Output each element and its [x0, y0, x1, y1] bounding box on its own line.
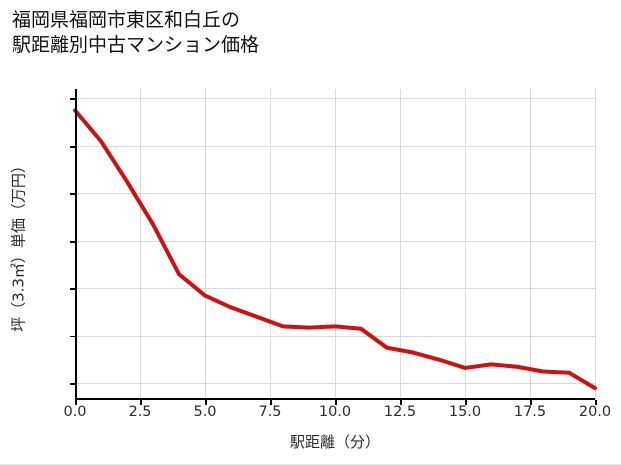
gridline-vertical [335, 89, 336, 400]
gridline-vertical [595, 89, 596, 400]
x-tick-label: 17.5 [513, 404, 547, 420]
price-line-series [73, 108, 597, 391]
gridline-vertical [465, 89, 466, 400]
gridline-vertical [270, 89, 271, 400]
y-tick-mark [70, 383, 75, 385]
x-tick-mark [205, 400, 207, 405]
y-tick-mark [70, 288, 75, 290]
x-tick-label: 2.5 [128, 404, 152, 420]
y-tick-mark [70, 98, 75, 101]
x-tick-mark [335, 400, 337, 405]
x-tick-mark [465, 400, 467, 405]
x-tick-label: 12.5 [383, 404, 417, 420]
x-axis-label: 駅距離（分） [289, 433, 381, 451]
x-tick-mark [270, 400, 272, 405]
y-axis-label: 坪（3.3㎡）単価（万円） [9, 157, 28, 332]
plot-area: 50525456586062 0.02.55.07.510.012.515.01… [10, 89, 611, 451]
line-series-svg [73, 108, 597, 391]
y-tick-mark [70, 193, 75, 196]
x-tick-mark [400, 400, 402, 405]
y-tick-mark [70, 145, 75, 148]
x-tick-label: 20.0 [578, 404, 612, 420]
x-tick-mark [75, 400, 77, 405]
chart-title: 福岡県福岡市東区和白丘の 駅距離別中古マンション価格 [12, 8, 259, 58]
x-tick-label: 15.0 [448, 404, 482, 420]
chart-title-line-1: 福岡県福岡市東区和白丘の [12, 9, 241, 31]
gridline-vertical [140, 89, 141, 400]
x-tick-label: 5.0 [193, 404, 217, 420]
gridline-vertical [205, 89, 206, 400]
x-tick-mark [530, 400, 532, 405]
gridline-vertical [530, 89, 531, 400]
x-tick-mark [140, 400, 142, 405]
x-tick-label: 7.5 [258, 404, 282, 420]
y-tick-mark [70, 335, 75, 338]
y-tick-mark [70, 240, 75, 243]
x-tick-label: 0.0 [63, 404, 87, 420]
chart-title-line-2: 駅距離別中古マンション価格 [12, 34, 260, 56]
x-tick-label: 10.0 [318, 404, 352, 420]
x-tick-mark [595, 400, 597, 405]
gridline-vertical [400, 89, 401, 400]
